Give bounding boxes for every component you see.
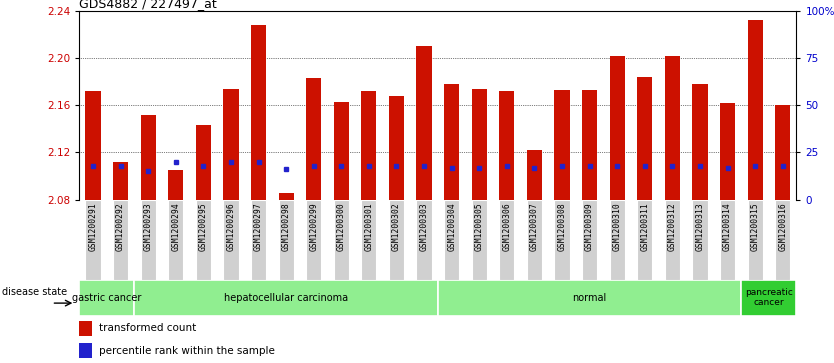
Text: percentile rank within the sample: percentile rank within the sample [99, 346, 275, 356]
Bar [389, 96, 404, 200]
Text: GSM1200292: GSM1200292 [116, 202, 125, 251]
Bar [134, 280, 438, 316]
Bar [306, 78, 321, 200]
Text: pancreatic
cancer: pancreatic cancer [745, 288, 793, 307]
Text: GSM1200311: GSM1200311 [641, 202, 649, 251]
Bar [527, 150, 542, 200]
Text: GSM1200295: GSM1200295 [198, 202, 208, 251]
Bar [610, 56, 625, 200]
Bar [224, 89, 239, 200]
Text: GSM1200310: GSM1200310 [613, 202, 621, 251]
Bar [85, 200, 101, 280]
Text: GSM1200293: GSM1200293 [143, 202, 153, 251]
Bar [251, 200, 266, 280]
Bar [472, 200, 487, 280]
Bar [665, 56, 680, 200]
Text: GSM1200294: GSM1200294 [171, 202, 180, 251]
Text: disease state: disease state [2, 287, 67, 297]
Bar [692, 200, 707, 280]
Text: GSM1200302: GSM1200302 [392, 202, 401, 251]
Text: GSM1200300: GSM1200300 [337, 202, 346, 251]
Text: GSM1200313: GSM1200313 [696, 202, 705, 251]
Text: GSM1200303: GSM1200303 [420, 202, 429, 251]
Bar [306, 200, 321, 280]
Bar [141, 115, 156, 200]
Bar [361, 91, 376, 200]
Bar [416, 200, 432, 280]
Text: GSM1200316: GSM1200316 [778, 202, 787, 251]
Text: GSM1200291: GSM1200291 [88, 202, 98, 251]
Bar [113, 162, 128, 200]
Bar [85, 91, 101, 200]
Text: GSM1200309: GSM1200309 [585, 202, 594, 251]
Bar [500, 91, 515, 200]
Bar [444, 84, 460, 200]
Text: GSM1200315: GSM1200315 [751, 202, 760, 251]
Bar [582, 200, 597, 280]
Bar [416, 46, 432, 200]
Text: gastric cancer: gastric cancer [72, 293, 142, 303]
Text: GSM1200304: GSM1200304 [447, 202, 456, 251]
Bar [555, 200, 570, 280]
Bar [527, 200, 542, 280]
Bar [610, 200, 625, 280]
Bar [472, 89, 487, 200]
Bar [279, 200, 294, 280]
Bar [251, 25, 266, 200]
Bar [582, 90, 597, 200]
Bar [141, 200, 156, 280]
Bar [196, 200, 211, 280]
Bar [692, 84, 707, 200]
Bar [720, 200, 735, 280]
Bar [665, 200, 680, 280]
Bar [438, 280, 741, 316]
Text: GSM1200296: GSM1200296 [227, 202, 235, 251]
Bar [741, 280, 796, 316]
Bar [555, 90, 570, 200]
Bar [361, 200, 376, 280]
Text: GSM1200307: GSM1200307 [530, 202, 539, 251]
Bar [79, 280, 134, 316]
Bar [720, 103, 735, 200]
Text: transformed count: transformed count [99, 323, 197, 333]
Bar [775, 105, 791, 200]
Bar [79, 321, 92, 336]
Bar [279, 193, 294, 200]
Bar [224, 200, 239, 280]
Text: GSM1200299: GSM1200299 [309, 202, 319, 251]
Bar [334, 200, 349, 280]
Text: GSM1200298: GSM1200298 [282, 202, 290, 251]
Bar [113, 200, 128, 280]
Bar [444, 200, 460, 280]
Text: normal: normal [572, 293, 606, 303]
Text: GSM1200306: GSM1200306 [502, 202, 511, 251]
Bar [500, 200, 515, 280]
Text: GSM1200308: GSM1200308 [557, 202, 566, 251]
Bar [168, 200, 183, 280]
Bar [775, 200, 791, 280]
Bar [747, 20, 762, 200]
Bar [637, 200, 652, 280]
Bar [637, 77, 652, 200]
Text: GSM1200297: GSM1200297 [254, 202, 263, 251]
Bar [79, 343, 92, 358]
Bar [747, 200, 762, 280]
Text: GSM1200312: GSM1200312 [668, 202, 677, 251]
Bar [334, 102, 349, 200]
Text: GSM1200305: GSM1200305 [475, 202, 484, 251]
Bar [389, 200, 404, 280]
Text: GSM1200301: GSM1200301 [364, 202, 374, 251]
Bar [168, 170, 183, 200]
Bar [196, 125, 211, 200]
Text: GSM1200314: GSM1200314 [723, 202, 732, 251]
Text: hepatocellular carcinoma: hepatocellular carcinoma [224, 293, 348, 303]
Text: GDS4882 / 227497_at: GDS4882 / 227497_at [79, 0, 217, 10]
